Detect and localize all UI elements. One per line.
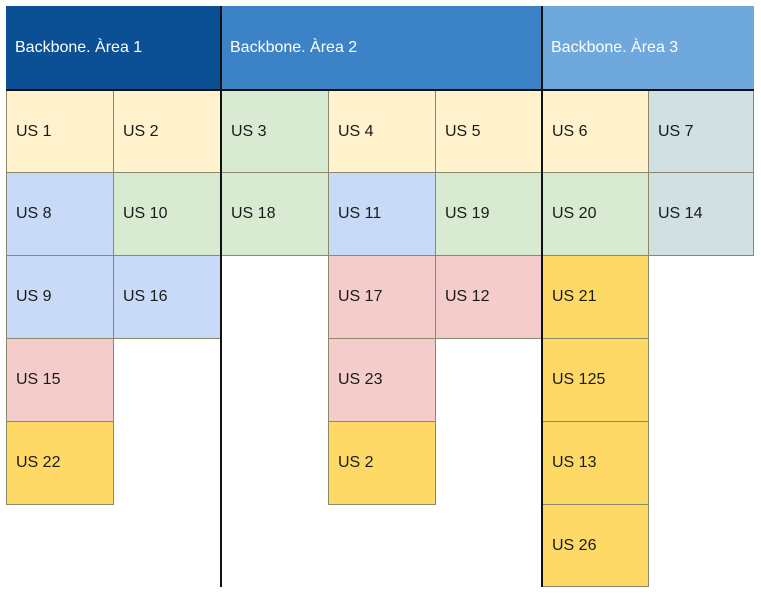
- story-card[interactable]: US 12: [435, 255, 543, 339]
- story-card[interactable]: US 13: [542, 421, 649, 505]
- area-divider-2: [541, 6, 543, 587]
- story-card[interactable]: US 6: [542, 90, 649, 173]
- header-area-2-label: Backbone. Àrea 2: [230, 38, 358, 56]
- story-card[interactable]: US 2: [113, 90, 221, 173]
- story-card[interactable]: US 26: [542, 504, 649, 587]
- story-card[interactable]: US 1: [6, 90, 114, 173]
- story-card[interactable]: US 3: [221, 90, 329, 173]
- story-card[interactable]: US 20: [542, 172, 649, 256]
- header-area-1: Backbone. Àrea 1: [6, 6, 221, 89]
- header-divider: [6, 89, 754, 91]
- story-card[interactable]: US 125: [542, 338, 649, 422]
- story-card[interactable]: US 4: [328, 90, 436, 173]
- header-area-3-label: Backbone. Àrea 3: [551, 38, 679, 56]
- story-card[interactable]: US 15: [6, 338, 114, 422]
- story-card[interactable]: US 21: [542, 255, 649, 339]
- story-card[interactable]: US 17: [328, 255, 436, 339]
- story-card[interactable]: US 14: [648, 172, 754, 256]
- story-card[interactable]: US 16: [113, 255, 221, 339]
- story-card[interactable]: US 8: [6, 172, 114, 256]
- story-card[interactable]: US 9: [6, 255, 114, 339]
- header-area-3: Backbone. Àrea 3: [542, 6, 754, 89]
- story-card[interactable]: US 18: [221, 172, 329, 256]
- story-card[interactable]: US 11: [328, 172, 436, 256]
- story-card[interactable]: US 10: [113, 172, 221, 256]
- story-card[interactable]: US 19: [435, 172, 543, 256]
- story-card[interactable]: US 5: [435, 90, 543, 173]
- story-card[interactable]: US 2: [328, 421, 436, 505]
- story-card[interactable]: US 22: [6, 421, 114, 505]
- header-area-1-label: Backbone. Àrea 1: [15, 38, 143, 56]
- area-divider-1: [220, 6, 222, 587]
- story-card[interactable]: US 23: [328, 338, 436, 422]
- header-area-2: Backbone. Àrea 2: [221, 6, 542, 89]
- story-card[interactable]: US 7: [648, 90, 754, 173]
